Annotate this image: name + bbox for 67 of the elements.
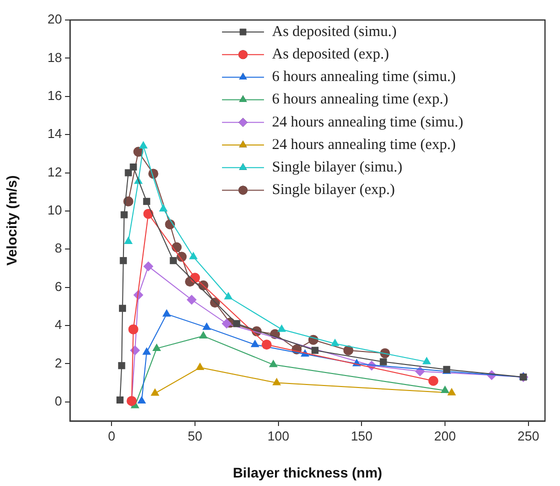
y-tick-label: 14 bbox=[48, 126, 62, 142]
y-tick-label: 0 bbox=[54, 393, 62, 408]
point bbox=[116, 396, 124, 404]
y-tick-label: 16 bbox=[48, 88, 62, 103]
point bbox=[196, 362, 204, 370]
point bbox=[277, 324, 286, 332]
point bbox=[311, 346, 319, 354]
legend-label: Single bilayer (simu.) bbox=[272, 160, 402, 176]
point bbox=[186, 294, 197, 305]
legend-label: 6 hours annealing time (simu.) bbox=[272, 69, 456, 86]
y-tick-label: 10 bbox=[48, 202, 62, 218]
legend-label: As deposited (exp.) bbox=[272, 46, 390, 63]
point bbox=[150, 388, 160, 396]
y-tick-label: 6 bbox=[54, 278, 62, 294]
x-tick-label: 200 bbox=[434, 428, 456, 444]
point bbox=[142, 347, 151, 355]
point bbox=[269, 360, 278, 368]
y-tick-label: 18 bbox=[48, 50, 62, 65]
y-tick-label: 12 bbox=[48, 164, 62, 180]
x-tick-label: 100 bbox=[267, 428, 290, 444]
point bbox=[152, 343, 161, 351]
point bbox=[137, 396, 146, 404]
x-axis-title: Bilayer thickness (nm) bbox=[232, 464, 382, 480]
point bbox=[189, 252, 198, 260]
y-tick-label: 2 bbox=[54, 355, 62, 370]
y-tick-label: 4 bbox=[54, 317, 62, 332]
point bbox=[159, 204, 168, 212]
y-axis-title: Velocity (m/s) bbox=[3, 175, 20, 266]
point bbox=[128, 324, 138, 334]
point bbox=[428, 376, 438, 386]
x-tick-label: 250 bbox=[517, 428, 540, 444]
point bbox=[124, 169, 132, 176]
point bbox=[118, 304, 126, 312]
point bbox=[343, 345, 354, 356]
x-tick-label: 150 bbox=[350, 428, 373, 444]
point bbox=[170, 257, 177, 264]
point bbox=[120, 257, 127, 264]
x-tick-label: 0 bbox=[108, 428, 116, 444]
point bbox=[162, 309, 171, 317]
point bbox=[124, 236, 133, 244]
y-tick-label: 8 bbox=[54, 240, 62, 256]
legend-label: As deposited (simu.) bbox=[272, 24, 397, 40]
legend-label: Single bilayer (exp.) bbox=[272, 182, 395, 198]
point bbox=[224, 292, 233, 300]
point bbox=[447, 388, 456, 396]
point bbox=[120, 211, 128, 218]
point bbox=[143, 198, 150, 205]
point bbox=[440, 385, 450, 393]
legend-label: 6 hours annealing time (exp.) bbox=[272, 92, 448, 108]
point bbox=[233, 320, 240, 328]
point bbox=[330, 338, 340, 346]
legend-label: 24 hours annealing time (simu.) bbox=[272, 114, 464, 130]
point bbox=[262, 340, 272, 350]
legend-label: 24 hours annealing time (exp.) bbox=[272, 136, 456, 153]
point bbox=[139, 141, 148, 149]
point bbox=[422, 356, 431, 364]
point bbox=[250, 340, 260, 348]
point bbox=[222, 318, 232, 329]
point bbox=[380, 358, 387, 366]
y-tick-label: 20 bbox=[48, 12, 62, 27]
point bbox=[143, 261, 154, 272]
point bbox=[272, 378, 281, 386]
point bbox=[118, 362, 126, 370]
point bbox=[199, 331, 208, 339]
x-tick-label: 50 bbox=[188, 428, 202, 444]
point bbox=[130, 164, 137, 171]
point bbox=[202, 322, 211, 330]
